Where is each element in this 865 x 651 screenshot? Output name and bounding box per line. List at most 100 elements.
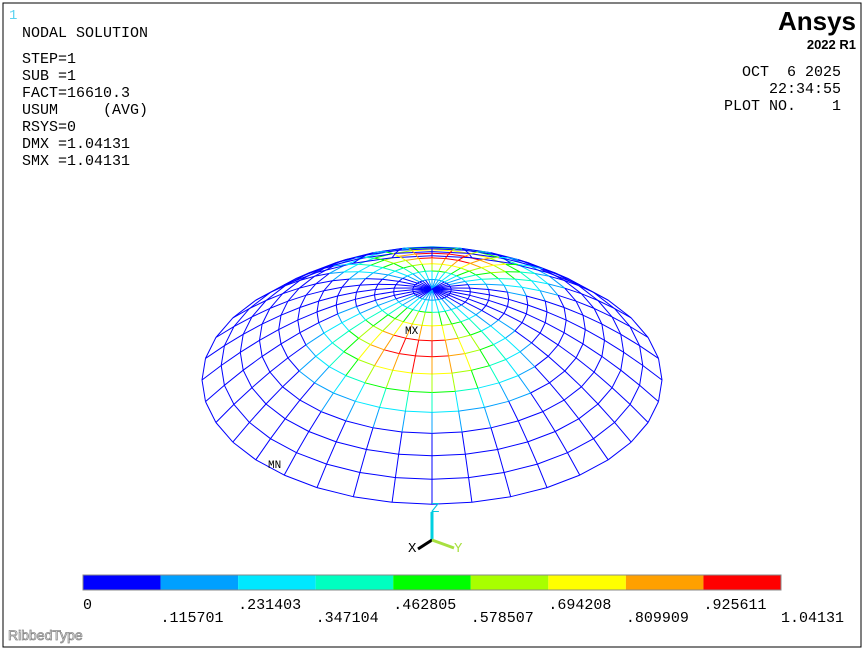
mesh-edge [355,294,375,300]
mesh-edge [549,275,566,289]
mesh-edge [597,387,613,405]
mesh-edge [393,262,404,269]
mesh-edge [418,310,426,313]
mesh-edge [395,477,433,480]
mesh-edge [448,280,466,286]
mesh-edge [353,496,393,503]
mesh-edge [404,391,410,412]
info-line: FACT=16610.3 [22,85,130,102]
legend-swatch [83,575,161,590]
mesh-edge [395,284,415,287]
mesh-edge [507,292,510,300]
mesh-edge [517,375,532,394]
brand-release: 2022 R1 [807,37,856,52]
mesh-edge [581,386,599,405]
mesh-edge [468,477,473,503]
mesh-edge [461,274,477,279]
mesh-edge [544,301,548,312]
mesh-edge [421,264,426,272]
mesh-edge [547,283,559,296]
mesh-edge [451,307,457,311]
mesh-edge [557,344,577,359]
mesh-edge [527,304,548,313]
mesh-edge [348,271,359,280]
mesh-edge [467,295,471,300]
mesh-edge [374,300,379,306]
mesh-edge [205,401,217,423]
mesh-edge [475,274,483,280]
mesh-edge [639,384,659,402]
mesh-edge [333,392,356,402]
mesh-edge [519,342,532,353]
mesh-edge [461,304,477,316]
mesh-edge [607,441,632,461]
mesh-edge [359,254,367,259]
mesh-edge [343,263,359,273]
mesh-edge [265,285,286,301]
mesh-edge [481,309,499,321]
mesh-edge [284,474,318,489]
mesh-edge [395,292,415,300]
mesh-edge [365,427,374,450]
mesh-edge [458,334,471,339]
mesh-edge [373,325,383,332]
mesh-edge [401,411,406,433]
mesh-edge [201,379,206,402]
mesh-edge [299,399,322,413]
mesh-edge [332,330,350,344]
mesh-edge [374,257,385,261]
mesh-edge [456,307,470,320]
mesh-edge [411,249,433,252]
mesh-edge [393,334,406,339]
mesh-edge [620,369,640,386]
mesh-edge [503,306,508,314]
mesh-edge [382,267,396,272]
mesh-edge [489,365,500,384]
mesh-edge [549,370,566,384]
mesh-edge [364,382,387,389]
min-marker: MN [268,460,281,472]
mesh-edge [398,453,433,457]
mesh-edge [468,318,482,332]
mesh-edge [382,262,394,269]
mesh-edge [493,344,507,360]
mesh-edge [481,278,499,280]
mesh-edge [383,334,395,351]
legend-label: .115701 [161,610,224,627]
mesh-edge [398,338,407,354]
mesh-edge [464,253,472,257]
mesh-edge [547,344,559,357]
mesh-edge [503,312,523,324]
mesh-edge [522,286,541,292]
mesh-edge [507,299,510,307]
mesh-edge [607,299,632,319]
mesh-edge [405,323,413,339]
mesh-edge [531,332,541,344]
mesh-edge [385,251,393,254]
mesh-edge [343,337,359,353]
mesh-edge [353,258,361,264]
mesh-edge [284,271,318,286]
mesh-edge [348,278,366,280]
mesh-edge [460,267,470,272]
mesh-edge [418,257,433,259]
mesh-edge [359,472,396,479]
mesh-edge [412,263,423,267]
mesh-edge [348,319,366,332]
mesh-edge [539,290,546,302]
mesh-edge [305,344,317,357]
mesh-edge [438,271,446,281]
mesh-edge [470,291,490,296]
mesh-edge [383,349,400,355]
mesh-edge [366,252,374,256]
mesh-edge [468,472,505,479]
mesh-edge [614,422,632,443]
mesh-edge [458,411,463,433]
mesh-edge [379,406,406,412]
mesh-edge [283,277,297,286]
mesh-edge [407,275,420,283]
mesh-edge [517,366,536,377]
mesh-edge [305,283,317,296]
mesh-edge [393,284,397,289]
mesh-edge [531,280,549,285]
